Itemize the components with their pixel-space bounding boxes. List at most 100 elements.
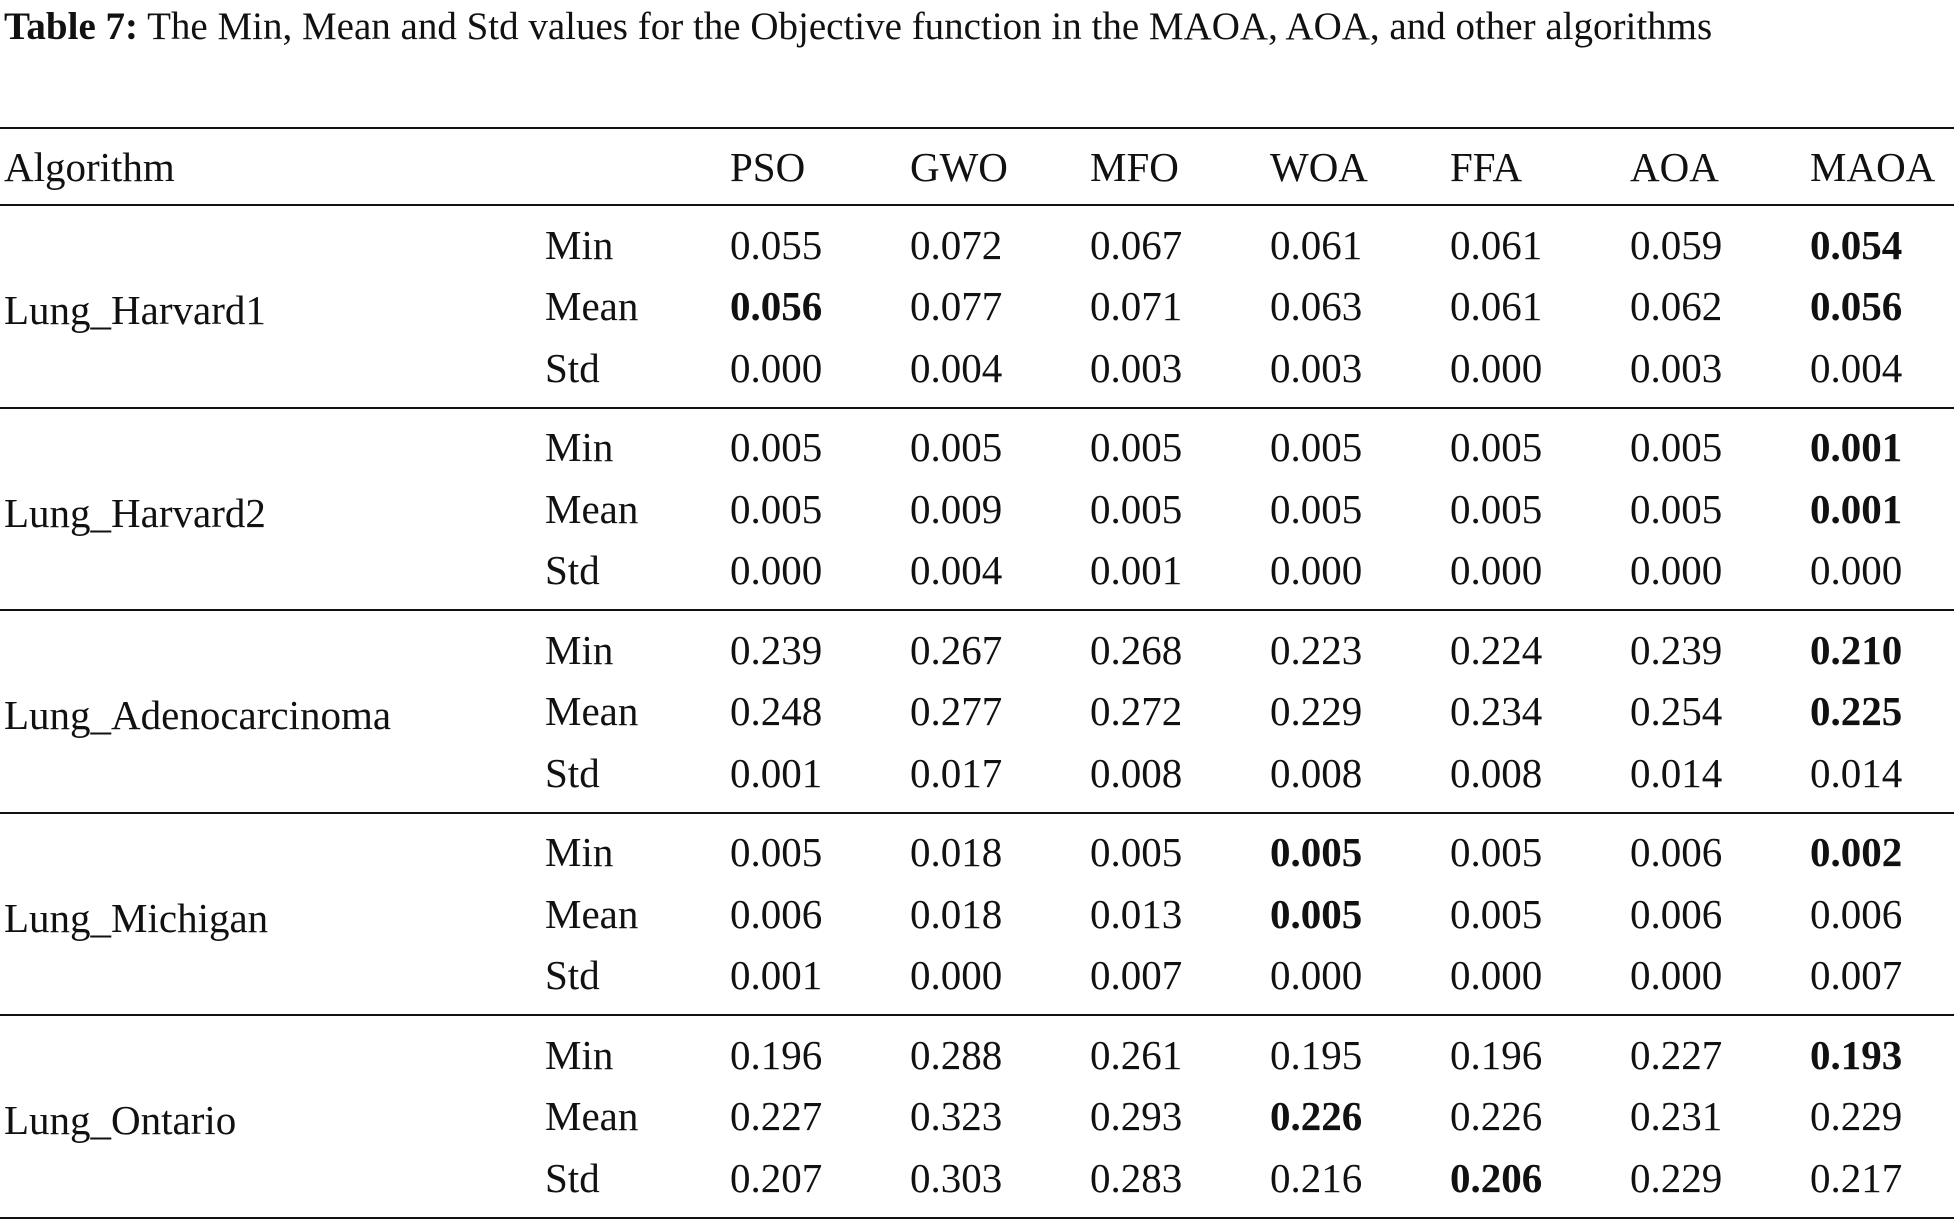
table-cell: 0.303	[910, 1154, 1003, 1201]
table-cell: 0.054	[1810, 221, 1903, 268]
table-cell: 0.004	[910, 547, 1003, 594]
table-row: Lung_Adenocarcinoma Min 0.239 0.267 0.268 0.2…	[0, 610, 1954, 739]
table-cell: 0.268	[1090, 626, 1183, 673]
table-cell: 0.196	[730, 1031, 823, 1078]
table-row: Lung_Michigan Min 0.005 0.018 0.005 0.005 0.00…	[0, 813, 1954, 941]
table-cell: 0.008	[1090, 749, 1183, 796]
table-cell: 0.007	[1810, 952, 1903, 999]
table-row: Std 0.000 0.004 0.001 0.000 0.000 0.000 0.000	[0, 540, 1954, 611]
table-cell: 0.196	[1450, 1031, 1543, 1078]
table-cell: 0.005	[730, 485, 823, 532]
dataset-group: Lung_Harvard1 Min 0.055 0.072 0.067 0.061 0.06…	[0, 205, 1954, 408]
table-cell: 0.061	[1450, 221, 1543, 268]
stat-label: Mean	[545, 1093, 639, 1140]
table-cell: 0.077	[910, 283, 1003, 330]
table-cell: 0.008	[1270, 749, 1363, 796]
table-cell: 0.018	[910, 829, 1003, 876]
table-cell: 0.323	[910, 1093, 1003, 1140]
table-cell: 0.061	[1450, 283, 1543, 330]
dataset-group: Lung_Ontario Min 0.196 0.288 0.261 0.195 0.196…	[0, 1015, 1954, 1218]
table-row: Mean 0.005 0.009 0.005 0.005 0.005 0.005 0.001	[0, 478, 1954, 540]
table-cell: 0.000	[730, 547, 823, 594]
table-cell: 0.002	[1810, 829, 1903, 876]
table-cell: 0.254	[1630, 688, 1723, 735]
table-cell: 0.055	[730, 221, 823, 268]
dataset-name: Lung_Harvard1	[4, 287, 266, 334]
table-cell: 0.018	[910, 890, 1003, 937]
stat-header	[545, 128, 730, 205]
header-row: Algorithm PSO GWO MFO WOA FFA AOA MAOA	[0, 128, 1954, 205]
table-cell: 0.005	[1450, 829, 1543, 876]
table-cell: 0.005	[1090, 485, 1183, 532]
table-cell: 0.062	[1630, 283, 1723, 330]
table-row: Mean 0.248 0.277 0.272 0.229 0.234 0.254 0.225	[0, 681, 1954, 743]
table-cell: 0.059	[1630, 221, 1723, 268]
table-cell: 0.013	[1090, 890, 1183, 937]
table-cell: 0.005	[1270, 890, 1363, 937]
table-cell: 0.261	[1090, 1031, 1183, 1078]
table-cell: 0.061	[1270, 221, 1363, 268]
stat-label: Std	[545, 749, 600, 796]
table-cell: 0.005	[910, 424, 1003, 471]
table-cell: 0.277	[910, 688, 1003, 735]
table-cell: 0.005	[1090, 829, 1183, 876]
table-row: Mean 0.006 0.018 0.013 0.005 0.005 0.006 0.006	[0, 883, 1954, 945]
stat-label: Min	[545, 221, 614, 268]
dataset-name: Lung_Harvard2	[4, 489, 266, 536]
table-cell: 0.000	[1450, 344, 1543, 391]
column-header: MFO	[1090, 143, 1179, 190]
table-cell: 0.014	[1810, 749, 1903, 796]
table-cell: 0.000	[1630, 547, 1723, 594]
table-cell: 0.000	[1270, 952, 1363, 999]
table-row: Lung_Harvard1 Min 0.055 0.072 0.067 0.061 0.06…	[0, 205, 1954, 334]
table-row: Lung_Harvard2 Min 0.005 0.005 0.005 0.005 0.00…	[0, 408, 1954, 536]
table-cell: 0.288	[910, 1031, 1003, 1078]
table-cell: 0.000	[1270, 547, 1363, 594]
table-cell: 0.005	[1630, 424, 1723, 471]
table-cell: 0.283	[1090, 1154, 1183, 1201]
table-cell: 0.000	[1450, 547, 1543, 594]
table-cell: 0.014	[1630, 749, 1723, 796]
table-cell: 0.226	[1450, 1093, 1543, 1140]
table-cell: 0.003	[1270, 344, 1363, 391]
column-header: AOA	[1630, 143, 1719, 190]
table-cell: 0.005	[730, 424, 823, 471]
table-cell: 0.067	[1090, 221, 1183, 268]
column-header: WOA	[1270, 143, 1368, 190]
dataset-name: Lung_Michigan	[4, 894, 269, 941]
table-cell: 0.003	[1090, 344, 1183, 391]
table-cell: 0.234	[1450, 688, 1543, 735]
table-cell: 0.006	[1630, 890, 1723, 937]
table-row: Mean 0.056 0.077 0.071 0.063 0.061 0.062 0.056	[0, 276, 1954, 338]
table-cell: 0.195	[1270, 1031, 1363, 1078]
table-cell: 0.000	[1450, 952, 1543, 999]
table-cell: 0.072	[910, 221, 1003, 268]
table-cell: 0.000	[1630, 952, 1723, 999]
table-cell: 0.006	[1810, 890, 1903, 937]
table-cell: 0.006	[1630, 829, 1723, 876]
table-cell: 0.005	[1450, 485, 1543, 532]
dataset-name: Lung_Ontario	[4, 1097, 237, 1144]
table-cell: 0.226	[1270, 1093, 1363, 1140]
table-row: Std 0.001 0.017 0.008 0.008 0.008 0.014 0.014	[0, 742, 1954, 813]
table-cell: 0.001	[1810, 485, 1903, 532]
table-cell: 0.217	[1810, 1154, 1903, 1201]
table-cell: 0.229	[1810, 1093, 1903, 1140]
table-cell: 0.293	[1090, 1093, 1183, 1140]
table-cell: 0.007	[1090, 952, 1183, 999]
table-cell: 0.005	[1270, 829, 1363, 876]
table-cell: 0.001	[1090, 547, 1183, 594]
table-cell: 0.193	[1810, 1031, 1903, 1078]
table-cell: 0.005	[1270, 424, 1363, 471]
table-row: Lung_Ontario Min 0.196 0.288 0.261 0.195 0.196…	[0, 1015, 1954, 1144]
table-cell: 0.000	[730, 344, 823, 391]
table-caption: Table 7: The Min, Mean and Std values fo…	[4, 0, 1950, 54]
stat-label: Mean	[545, 890, 639, 937]
caption-text: The Min, Mean and Std values for the Obj…	[147, 5, 1713, 48]
table-cell: 0.005	[1450, 424, 1543, 471]
caption-label: Table 7:	[4, 5, 139, 48]
stat-label: Std	[545, 1154, 600, 1201]
table-cell: 0.000	[1810, 547, 1903, 594]
table-cell: 0.008	[1450, 749, 1543, 796]
table-cell: 0.009	[910, 485, 1003, 532]
